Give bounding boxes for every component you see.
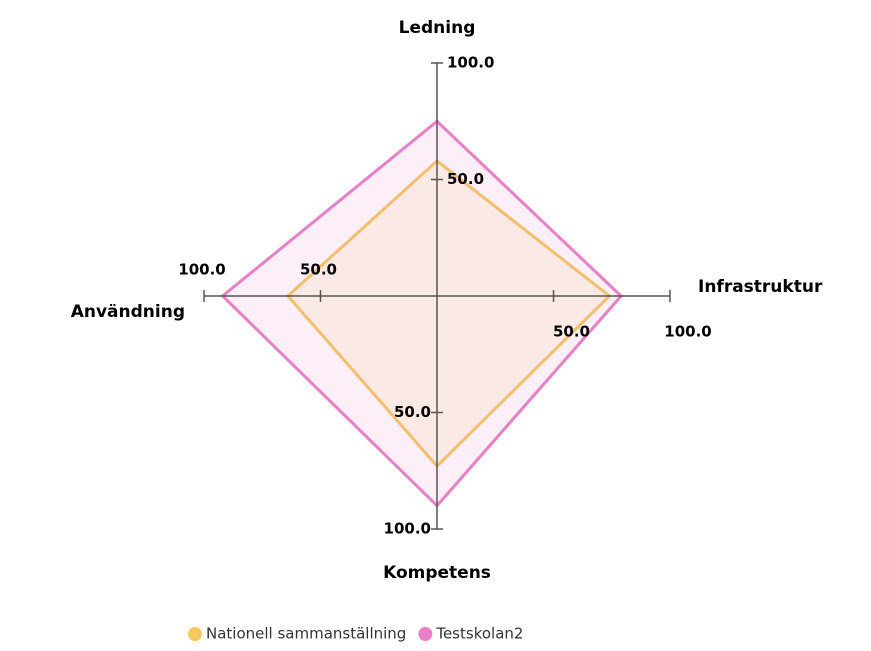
tick-label: 50.0	[553, 323, 590, 341]
category-label: Kompetens	[383, 563, 491, 583]
series-area	[220, 119, 624, 508]
legend-label: Testskolan2	[435, 625, 523, 643]
tick-label: 50.0	[447, 170, 484, 188]
tick-label: 100.0	[384, 520, 431, 538]
category-label: Infrastruktur	[698, 277, 823, 297]
category-label: Ledning	[399, 18, 476, 38]
legend-swatch	[418, 627, 433, 641]
tick-label: 100.0	[178, 261, 225, 279]
category-label: Användning	[71, 302, 185, 322]
tick-label: 50.0	[394, 403, 431, 421]
tick-label: 100.0	[447, 54, 494, 72]
tick-label: 50.0	[300, 261, 337, 279]
legend-swatch	[188, 627, 202, 641]
tick-label: 100.0	[664, 323, 711, 341]
legend-label: Nationell sammanställning	[206, 625, 406, 643]
